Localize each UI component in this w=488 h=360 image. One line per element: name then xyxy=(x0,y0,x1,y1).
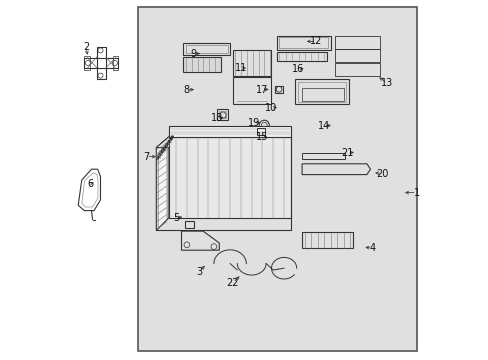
Text: 14: 14 xyxy=(317,121,329,131)
Text: 15: 15 xyxy=(255,132,267,142)
Text: 20: 20 xyxy=(375,168,387,179)
Bar xyxy=(185,221,194,228)
Text: 18: 18 xyxy=(211,113,223,123)
Polygon shape xyxy=(156,137,291,148)
Text: 13: 13 xyxy=(380,78,392,88)
Text: 22: 22 xyxy=(226,278,239,288)
Text: 2: 2 xyxy=(83,42,89,52)
Text: 9: 9 xyxy=(190,49,196,59)
Text: 1: 1 xyxy=(413,188,419,198)
Text: 12: 12 xyxy=(310,36,322,46)
Text: 19: 19 xyxy=(247,118,260,128)
Text: 8: 8 xyxy=(183,85,189,95)
Text: 6: 6 xyxy=(87,179,93,189)
Text: 7: 7 xyxy=(143,152,149,162)
Polygon shape xyxy=(183,57,221,72)
Polygon shape xyxy=(156,137,168,230)
Text: 11: 11 xyxy=(234,63,246,73)
Text: 5: 5 xyxy=(173,213,179,223)
Text: 21: 21 xyxy=(341,148,353,158)
Text: 16: 16 xyxy=(291,64,303,74)
Bar xyxy=(138,7,416,351)
Text: 10: 10 xyxy=(265,103,277,113)
Polygon shape xyxy=(168,137,291,218)
Text: 3: 3 xyxy=(196,267,202,277)
Text: 4: 4 xyxy=(368,243,375,253)
Text: 17: 17 xyxy=(255,85,267,95)
Polygon shape xyxy=(302,88,343,101)
Polygon shape xyxy=(168,126,291,137)
